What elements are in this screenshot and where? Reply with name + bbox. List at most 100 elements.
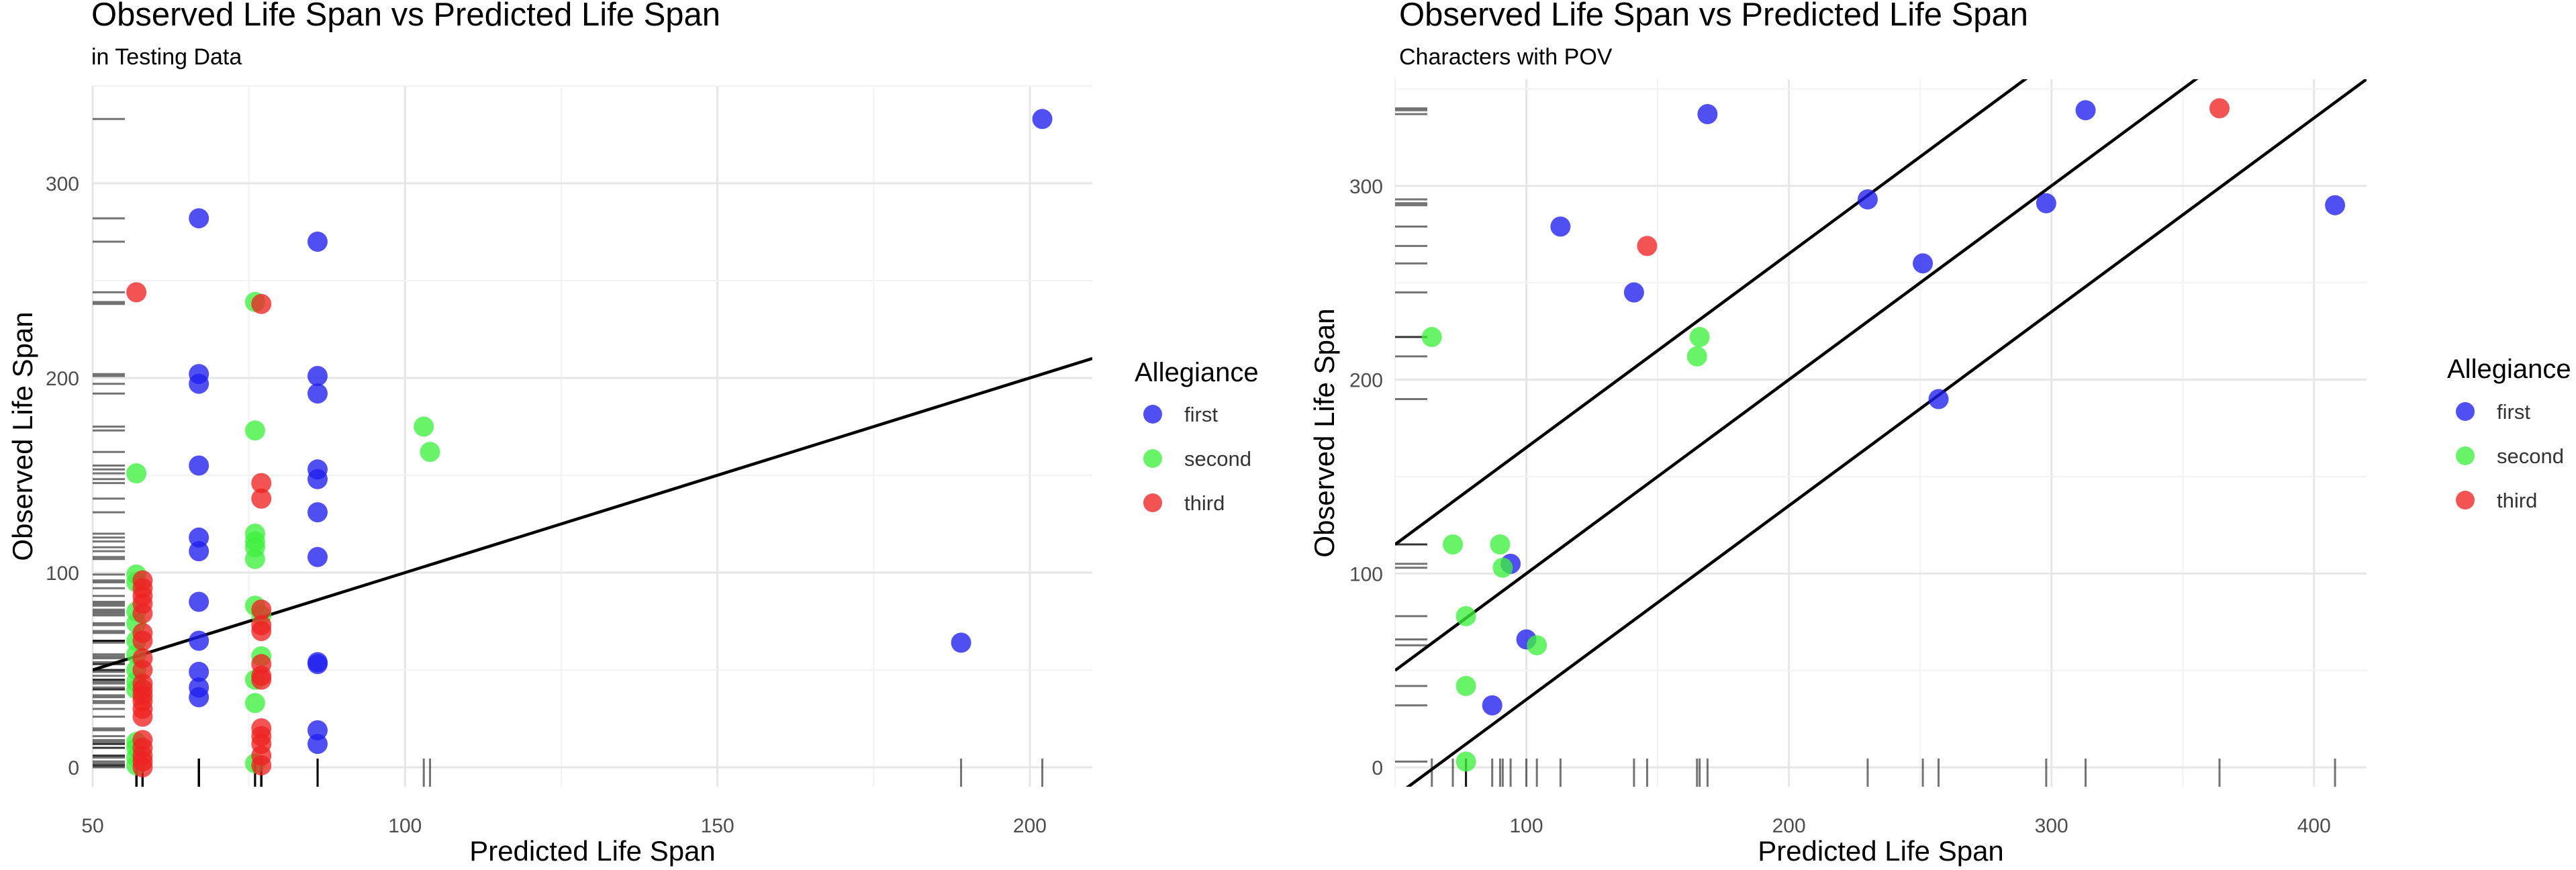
data-point-first (189, 630, 209, 651)
y-tick-label: 300 (1349, 176, 1383, 198)
y-tick-label: 100 (1349, 563, 1383, 585)
reference-line (1395, 79, 2028, 546)
legend-label-first: first (1184, 403, 1218, 426)
data-point-third (251, 293, 272, 314)
x-tick-label: 300 (2035, 815, 2068, 837)
legend-label-third: third (1184, 491, 1225, 515)
chart-subtitle: Characters with POV (1399, 44, 1613, 70)
data-point-first (307, 654, 328, 675)
data-point-first (189, 373, 209, 394)
legend-label-second: second (2497, 444, 2564, 468)
data-point-third (251, 755, 272, 776)
chart-subtitle: in Testing Data (91, 44, 242, 70)
legend-key-first (2456, 402, 2475, 421)
data-point-third (132, 706, 153, 727)
legend-title: Allegiance (1135, 358, 1259, 387)
data-point-third (251, 473, 272, 493)
y-tick-label: 200 (1349, 370, 1383, 392)
data-point-third (1637, 236, 1658, 256)
y-tick-label: 100 (46, 563, 79, 585)
data-point-first (307, 383, 328, 404)
data-point-first (1032, 109, 1053, 130)
x-tick-label: 50 (81, 815, 103, 837)
y-axis-title: Observed Life Span (7, 311, 38, 561)
x-axis-title: Predicted Life Span (469, 835, 716, 867)
data-point-second (1492, 557, 1513, 578)
legend-key-third (2456, 491, 2475, 510)
scatter-chart-testing-data: 50 100 150 200 0 100 200 300 Observed Life Span … (7, 0, 1259, 867)
data-point-first (1482, 695, 1502, 716)
data-point-third (132, 757, 153, 777)
data-point-second (1527, 635, 1547, 656)
data-point-first (189, 541, 209, 562)
y-tick-label: 200 (46, 368, 79, 390)
data-point-third (251, 669, 272, 690)
chart-panel-testing-data: 50 100 150 200 0 100 200 300 Observed Life Span … (7, 0, 1259, 867)
data-point-second (1421, 327, 1442, 348)
y-tick-label: 300 (46, 173, 79, 195)
data-point-first (1913, 253, 1934, 274)
data-point-second (420, 442, 440, 463)
data-point-second (244, 693, 265, 714)
data-point-first (189, 455, 209, 476)
data-point-first (189, 661, 209, 682)
y-tick-label: 0 (1372, 757, 1383, 779)
data-point-first (189, 591, 209, 612)
legend-label-first: first (2497, 400, 2530, 424)
legend-key-second (1143, 449, 1162, 468)
reference-line (93, 356, 1092, 672)
x-tick-label: 400 (2297, 815, 2331, 837)
data-point-second (1443, 534, 1464, 555)
data-point-first (1623, 282, 1644, 303)
data-point-first (307, 546, 328, 567)
data-point-second (1686, 346, 1707, 367)
data-point-first (307, 469, 328, 489)
data-point-third (132, 603, 153, 624)
chart-panel-characters-pov: 100 200 300 400 0 100 200 300 Observed Life Span… (1309, 0, 2576, 870)
data-point-third (132, 630, 153, 651)
data-point-first (307, 232, 328, 252)
data-point-first (1697, 103, 1718, 124)
data-point-first (1928, 389, 1949, 409)
x-tick-label: 200 (1013, 815, 1047, 837)
data-point-first (951, 632, 971, 653)
data-point-second (1689, 327, 1710, 348)
reference-line (1395, 79, 2199, 672)
data-point-third (251, 621, 272, 641)
data-point-first (1857, 189, 1878, 210)
data-point-second (244, 420, 265, 441)
legend-title: Allegiance (2447, 354, 2571, 384)
data-point-first (189, 208, 209, 229)
x-axis-title: Predicted Life Span (1758, 835, 2004, 867)
chart-title: Observed Life Span vs Predicted Life Spa… (1399, 0, 2028, 33)
data-point-second (244, 548, 265, 569)
data-point-second (1456, 751, 1476, 772)
data-point-second (1456, 606, 1476, 626)
scatter-chart-characters-pov: 100 200 300 400 0 100 200 300 Observed Life Span… (1309, 0, 2571, 867)
x-tick-label: 100 (388, 815, 422, 837)
legend-key-third (1143, 493, 1162, 512)
y-axis-title: Observed Life Span (1309, 308, 1340, 557)
data-point-third (251, 599, 272, 620)
data-point-second (414, 416, 434, 437)
legend-key-second (2456, 446, 2475, 465)
data-point-third (2209, 98, 2230, 119)
data-point-first (2075, 100, 2096, 121)
data-point-first (2036, 193, 2056, 213)
data-point-first (307, 734, 328, 755)
data-point-first (1550, 216, 1571, 237)
chart-title: Observed Life Span vs Predicted Life Spa… (91, 0, 720, 33)
reference-line (1405, 79, 2367, 787)
data-point-first (189, 687, 209, 708)
data-point-second (126, 463, 147, 484)
data-point-third (251, 488, 272, 509)
data-point-first (2325, 195, 2346, 215)
data-point-first (307, 502, 328, 523)
x-tick-label: 100 (1510, 815, 1543, 837)
y-tick-label: 0 (68, 757, 79, 779)
data-point-third (126, 282, 147, 303)
legend-key-first (1143, 405, 1162, 424)
data-point-second (1456, 675, 1476, 696)
data-point-first (307, 366, 328, 387)
legend-label-third: third (2497, 489, 2537, 512)
